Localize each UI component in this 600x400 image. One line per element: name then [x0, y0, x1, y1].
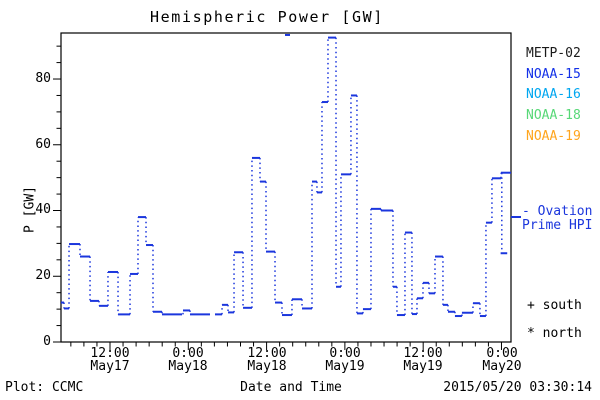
x-tick-date: May18: [247, 359, 287, 374]
x-tick-time: 12:00: [247, 346, 287, 361]
y-tick-label-80: 80: [35, 71, 51, 86]
plot-source-label: Plot: CCMC: [5, 380, 84, 395]
x-tick-date: May17: [90, 359, 130, 374]
north-label: north: [542, 326, 582, 341]
y-tick-label-40: 40: [35, 202, 51, 217]
x-tick-label-may19-12: 12:00 May19: [391, 347, 455, 373]
plot-timestamp: 2015/05/20 03:30:14: [443, 380, 592, 395]
legend-item-noaa16: NOAA-16: [526, 87, 581, 103]
plot-title: Hemispheric Power [GW]: [150, 8, 384, 26]
ovation-label-line2: Prime HPI: [522, 218, 593, 233]
satellite-legend: METP-02 NOAA-15 NOAA-16 NOAA-18 NOAA-19: [526, 44, 581, 148]
x-tick-date: May19: [403, 359, 443, 374]
x-tick-label-may18-12: 12:00 May18: [235, 347, 299, 373]
plus-symbol: +: [527, 298, 535, 313]
ovation-dash-marker: [511, 216, 521, 218]
y-tick-label-60: 60: [35, 137, 51, 152]
x-tick-date: May20: [482, 359, 522, 374]
x-tick-time: 12:00: [90, 346, 130, 361]
legend-north-marker: * north: [527, 326, 582, 341]
x-tick-label-may17-12: 12:00 May17: [78, 347, 142, 373]
x-tick-date: May18: [168, 359, 208, 374]
legend-item-metp02: METP-02: [526, 46, 581, 61]
data-series-hpi: [61, 33, 511, 318]
x-tick-label-may18-00: 0:00 May18: [156, 347, 220, 373]
axis-ticks: [53, 45, 502, 350]
ovation-label-line1: - Ovation: [522, 204, 593, 219]
x-tick-time: 0:00: [172, 346, 204, 361]
y-tick-label-20: 20: [35, 268, 51, 283]
legend-item-noaa18: NOAA-18: [526, 108, 581, 124]
x-tick-time: 12:00: [403, 346, 443, 361]
y-tick-label-0: 0: [43, 334, 51, 349]
x-tick-label-may20-00: 0:00 May20: [470, 347, 534, 373]
x-tick-label-may19-00: 0:00 May19: [313, 347, 377, 373]
asterisk-symbol: *: [527, 326, 535, 341]
legend-south-marker: + south: [527, 298, 582, 313]
x-tick-time: 0:00: [329, 346, 361, 361]
legend-ovation-prime-hpi: - Ovation Prime HPI: [511, 204, 593, 233]
x-tick-time: 0:00: [486, 346, 518, 361]
south-label: south: [542, 298, 582, 313]
legend-item-noaa19: NOAA-19: [526, 128, 581, 144]
x-tick-date: May19: [325, 359, 365, 374]
x-axis-label: Date and Time: [240, 380, 342, 395]
legend-item-noaa15: NOAA-15: [526, 66, 581, 82]
